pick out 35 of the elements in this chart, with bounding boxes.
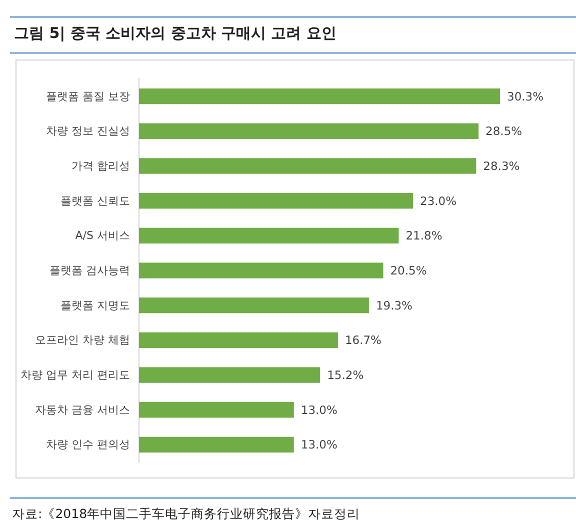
bar [139, 158, 476, 174]
bar [139, 228, 399, 244]
y-tick-label: 플랫폼 지명도 [60, 298, 130, 312]
bar [139, 298, 369, 314]
data-label: 19.3% [376, 298, 413, 312]
chart-title: 그림 5| 중국 소비자의 중고차 구매시 고려 요인 [14, 24, 336, 42]
data-label: 16.7% [344, 333, 382, 348]
y-tick-label: 플랫폼 검사능력 [50, 264, 130, 277]
bar [139, 262, 384, 278]
y-tick-label: 차량 인수 편의성 [46, 438, 130, 452]
data-label: 28.5% [486, 124, 522, 138]
data-label: 21.8% [406, 228, 442, 243]
data-label: 20.5% [390, 264, 427, 278]
y-tick-label: 플랫폼 신뢰도 [60, 194, 130, 208]
data-label: 28.3% [483, 158, 520, 173]
data-label: 23.0% [420, 194, 457, 208]
data-label: 30.3% [507, 89, 544, 104]
y-tick-label: 오프라인 차량 체험 [35, 334, 130, 347]
y-tick-label: A/S 서비스 [75, 229, 130, 242]
data-label: 15.2% [327, 368, 364, 382]
data-label: 13.0% [300, 438, 338, 452]
bar [139, 88, 500, 104]
y-tick-label: 가격 합리성 [72, 159, 130, 172]
y-tick-label: 차량 업무 처리 편리도 [20, 368, 130, 382]
bar [139, 192, 414, 209]
bar [139, 436, 294, 453]
bar [139, 367, 320, 383]
y-tick-label: 자동차 금융 서비스 [35, 403, 130, 416]
y-tick-label: 플랫폼 품질 보장 [46, 90, 130, 103]
data-label: 13.0% [300, 402, 338, 417]
bar [139, 332, 338, 348]
bar [139, 123, 479, 139]
text: 자료:《2018年中国二手车电子商务行业研究报告》자료정리 [12, 506, 360, 521]
y-tick-label: 차량 정보 진실성 [46, 124, 130, 138]
bar [139, 402, 294, 418]
